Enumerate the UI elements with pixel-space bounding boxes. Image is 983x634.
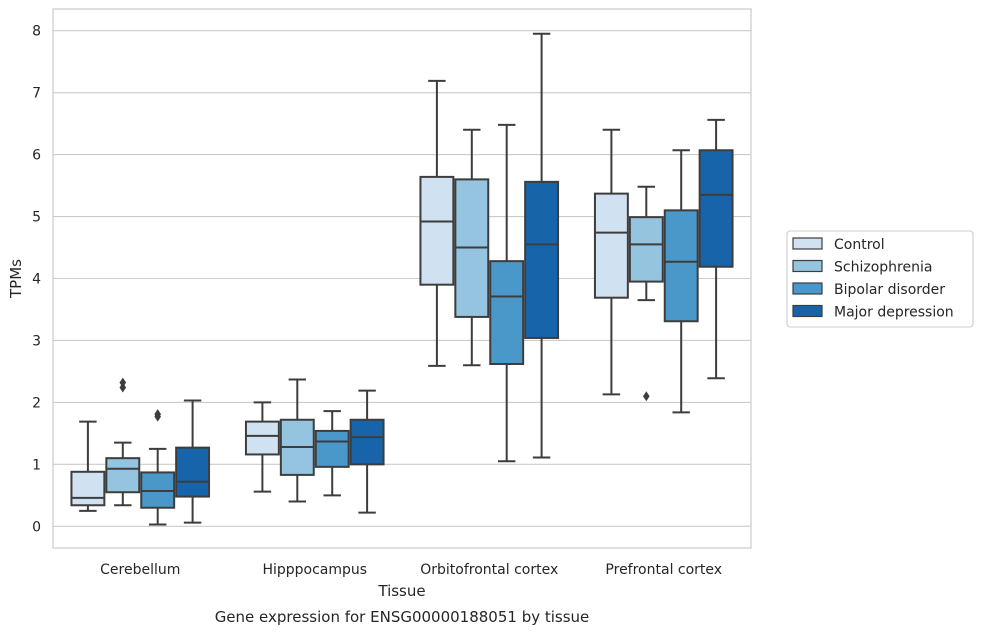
box-body <box>314 429 350 468</box>
legend-swatch <box>792 237 823 250</box>
legend-label: Control <box>834 237 885 253</box>
x-tick-label: Cerebellum <box>100 562 180 578</box>
y-tick-label: 5 <box>32 210 41 226</box>
legend-label: Bipolar disorder <box>834 282 945 298</box>
plot-frame <box>52 8 752 549</box>
x-tick-label: Orbitofrontal cortex <box>420 562 558 578</box>
legend-swatch <box>792 304 823 318</box>
box-1-2 <box>314 410 350 497</box>
box-2-1 <box>454 128 490 367</box>
box-2-0 <box>419 79 455 367</box>
x-axis-title: Tissue <box>377 582 425 600</box>
box-body <box>524 180 560 339</box>
legend-frame <box>786 230 974 328</box>
grid-lines <box>53 30 751 527</box>
y-axis-title: TPMs <box>7 259 25 299</box>
box-body <box>628 216 664 283</box>
boxes <box>70 32 734 526</box>
box-body <box>70 470 106 507</box>
box-0-1 <box>105 377 141 507</box>
y-tick-label: 4 <box>32 272 41 288</box>
box-0-3 <box>175 399 211 524</box>
box-body <box>663 209 699 323</box>
box-3-0 <box>593 128 629 396</box>
box-body <box>489 260 525 365</box>
box-body <box>419 175 455 286</box>
outlier-point <box>154 409 161 420</box>
y-tick-label: 7 <box>32 86 41 102</box>
legend-swatch <box>792 259 823 273</box>
box-2-3 <box>524 32 560 459</box>
x-tick-label: Hipppocampus <box>262 562 367 578</box>
box-body <box>105 457 141 494</box>
box-body <box>593 192 629 299</box>
y-tick-label: 0 <box>32 519 41 535</box>
x-tick-labels: Cerebellum Hipppocampus Orbitofrontal cort… <box>100 562 722 578</box>
figure-caption: Gene expression for ENSG00000188051 by t… <box>215 608 590 626</box>
legend-label: Schizophrenia <box>834 260 932 276</box>
box-body <box>244 420 280 456</box>
outlier-point <box>643 391 650 402</box>
y-tick-label: 6 <box>32 148 41 164</box>
x-tick-label: Prefrontal cortex <box>605 562 722 578</box>
outlier-point <box>119 377 127 388</box>
legend: Control Schizophrenia Bipolar disorder Majo… <box>786 230 974 328</box>
box-3-2 <box>663 149 699 414</box>
y-tick-label: 2 <box>32 395 41 411</box>
box-body <box>698 149 734 268</box>
box-3-1 <box>628 185 664 402</box>
y-tick-label: 3 <box>32 333 41 349</box>
box-2-2 <box>489 123 525 463</box>
legend-swatch <box>792 282 823 295</box>
box-1-3 <box>349 389 385 514</box>
box-0-2 <box>140 409 176 526</box>
box-1-1 <box>279 378 315 503</box>
y-tick-labels: 0 1 2 3 4 5 6 7 8 <box>32 24 41 536</box>
box-3-3 <box>698 118 734 380</box>
y-tick-label: 8 <box>32 24 41 40</box>
box-1-0 <box>244 401 280 493</box>
box-body <box>175 446 211 498</box>
box-body <box>349 418 385 466</box>
legend-label: Major depression <box>834 305 954 321</box>
y-tick-label: 1 <box>32 457 41 473</box>
box-0-0 <box>70 420 106 512</box>
